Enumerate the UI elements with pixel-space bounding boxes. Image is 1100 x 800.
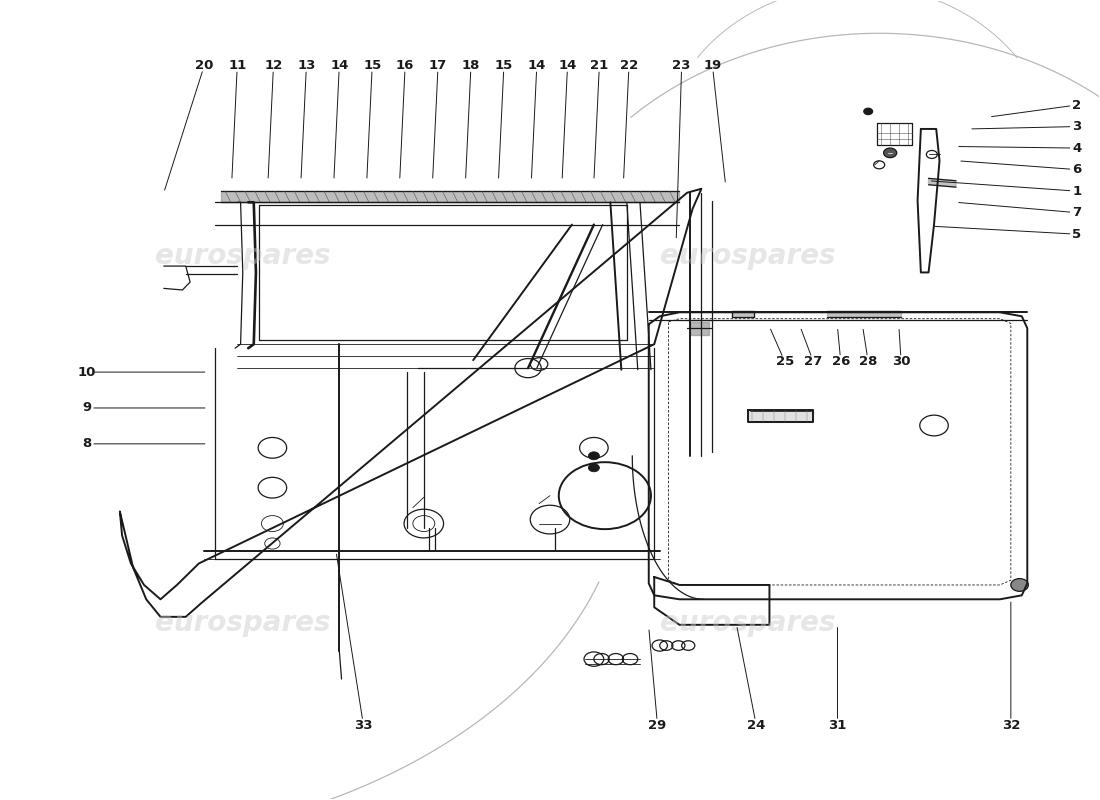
Text: 27: 27 — [804, 355, 823, 368]
Text: 10: 10 — [78, 366, 96, 378]
Text: 30: 30 — [892, 355, 911, 368]
Circle shape — [588, 452, 600, 460]
Text: 18: 18 — [462, 58, 481, 72]
Text: 1: 1 — [1072, 185, 1081, 198]
Polygon shape — [733, 310, 755, 317]
Text: 3: 3 — [1072, 120, 1081, 133]
Polygon shape — [691, 322, 710, 334]
Text: 6: 6 — [1072, 163, 1081, 176]
Text: 21: 21 — [591, 58, 608, 72]
Text: 14: 14 — [330, 58, 349, 72]
Polygon shape — [748, 410, 813, 422]
Text: 26: 26 — [832, 355, 850, 368]
Text: 16: 16 — [396, 58, 415, 72]
Text: 17: 17 — [429, 58, 448, 72]
Text: 24: 24 — [747, 718, 766, 732]
Text: 31: 31 — [828, 718, 847, 732]
Text: 28: 28 — [859, 355, 878, 368]
Circle shape — [883, 148, 896, 158]
Text: 11: 11 — [228, 58, 246, 72]
Text: eurospares: eurospares — [660, 242, 835, 270]
Text: eurospares: eurospares — [155, 610, 330, 638]
Circle shape — [864, 108, 872, 114]
Text: eurospares: eurospares — [155, 242, 330, 270]
Text: 5: 5 — [1072, 228, 1081, 241]
Text: 23: 23 — [672, 58, 691, 72]
Text: 9: 9 — [82, 402, 91, 414]
Text: 25: 25 — [776, 355, 794, 368]
Text: 7: 7 — [1072, 206, 1081, 219]
Text: 14: 14 — [559, 58, 576, 72]
Polygon shape — [928, 178, 956, 187]
Text: 29: 29 — [648, 718, 667, 732]
Circle shape — [588, 464, 600, 472]
Text: 2: 2 — [1072, 98, 1081, 111]
Text: 22: 22 — [620, 58, 638, 72]
Text: 15: 15 — [495, 58, 513, 72]
Text: 33: 33 — [354, 718, 373, 732]
Text: 4: 4 — [1072, 142, 1081, 154]
Text: 14: 14 — [528, 58, 546, 72]
Circle shape — [1011, 578, 1028, 591]
Polygon shape — [221, 191, 680, 202]
Text: 19: 19 — [703, 58, 722, 72]
Text: 15: 15 — [363, 58, 382, 72]
Text: 20: 20 — [195, 58, 213, 72]
Polygon shape — [826, 310, 901, 317]
Text: 8: 8 — [82, 438, 91, 450]
Text: 13: 13 — [297, 58, 316, 72]
Text: 12: 12 — [264, 58, 283, 72]
Text: 32: 32 — [1002, 718, 1020, 732]
Text: eurospares: eurospares — [660, 610, 835, 638]
